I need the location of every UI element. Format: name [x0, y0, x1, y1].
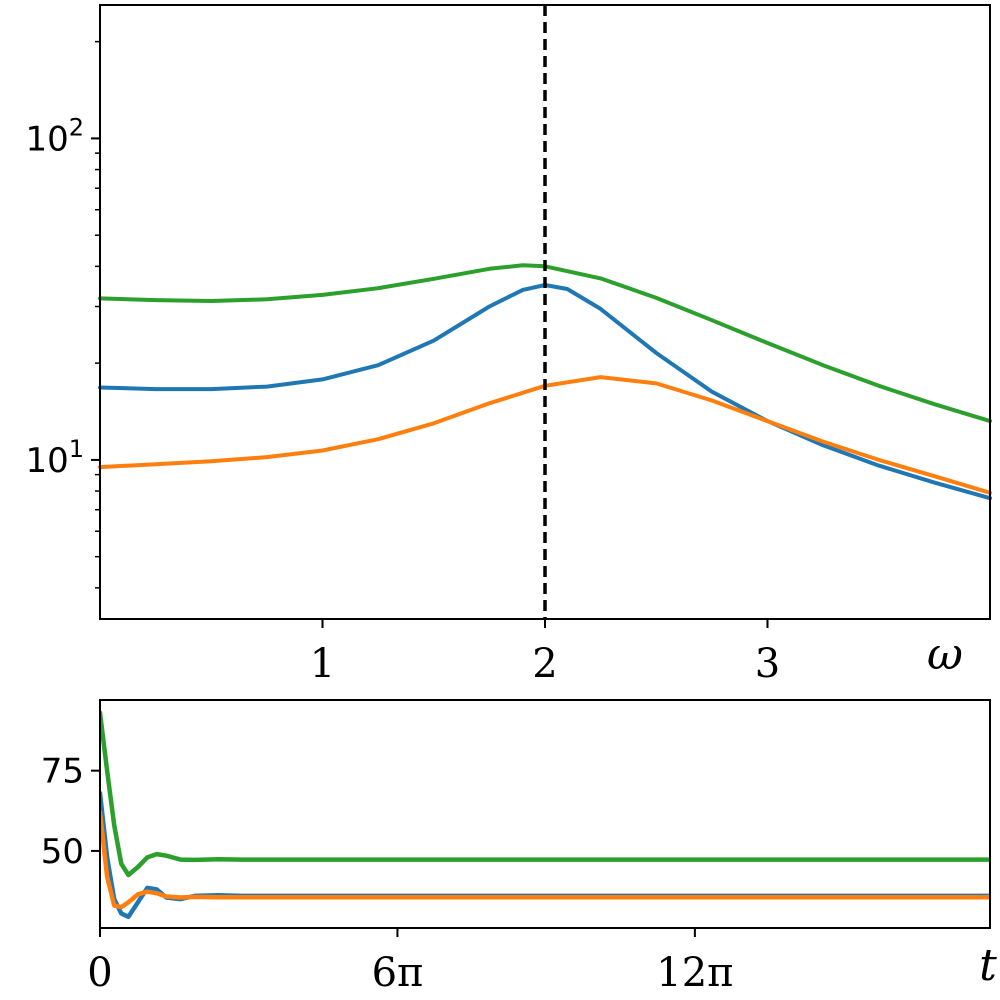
bottom-plot: 50 75 0 6π 12π t — [41, 699, 997, 996]
top-plot: 101 102 1 2 3 ω — [25, 4, 992, 687]
y-tick-label: 101 — [25, 435, 84, 481]
x-tick-label: 2 — [532, 641, 557, 687]
x-tick-label: 6π — [372, 950, 424, 996]
y-tick-label: 102 — [25, 113, 84, 159]
bottom-series-group — [100, 710, 990, 920]
x-tick-label: 3 — [755, 641, 780, 687]
top-series-0-line — [98, 263, 992, 424]
y-tick-label: 75 — [41, 752, 84, 792]
x-tick-label: 0 — [87, 950, 112, 996]
x-axis-label: t — [979, 940, 997, 991]
bottom-series-2-line — [100, 810, 990, 910]
y-tick-label: 50 — [41, 832, 84, 872]
bottom-plot-frame — [99, 699, 991, 929]
bottom-series-0-line — [100, 710, 990, 878]
x-tick-label: 12π — [656, 950, 733, 996]
x-axis-label: ω — [927, 629, 963, 680]
x-tick-label: 1 — [310, 641, 335, 687]
